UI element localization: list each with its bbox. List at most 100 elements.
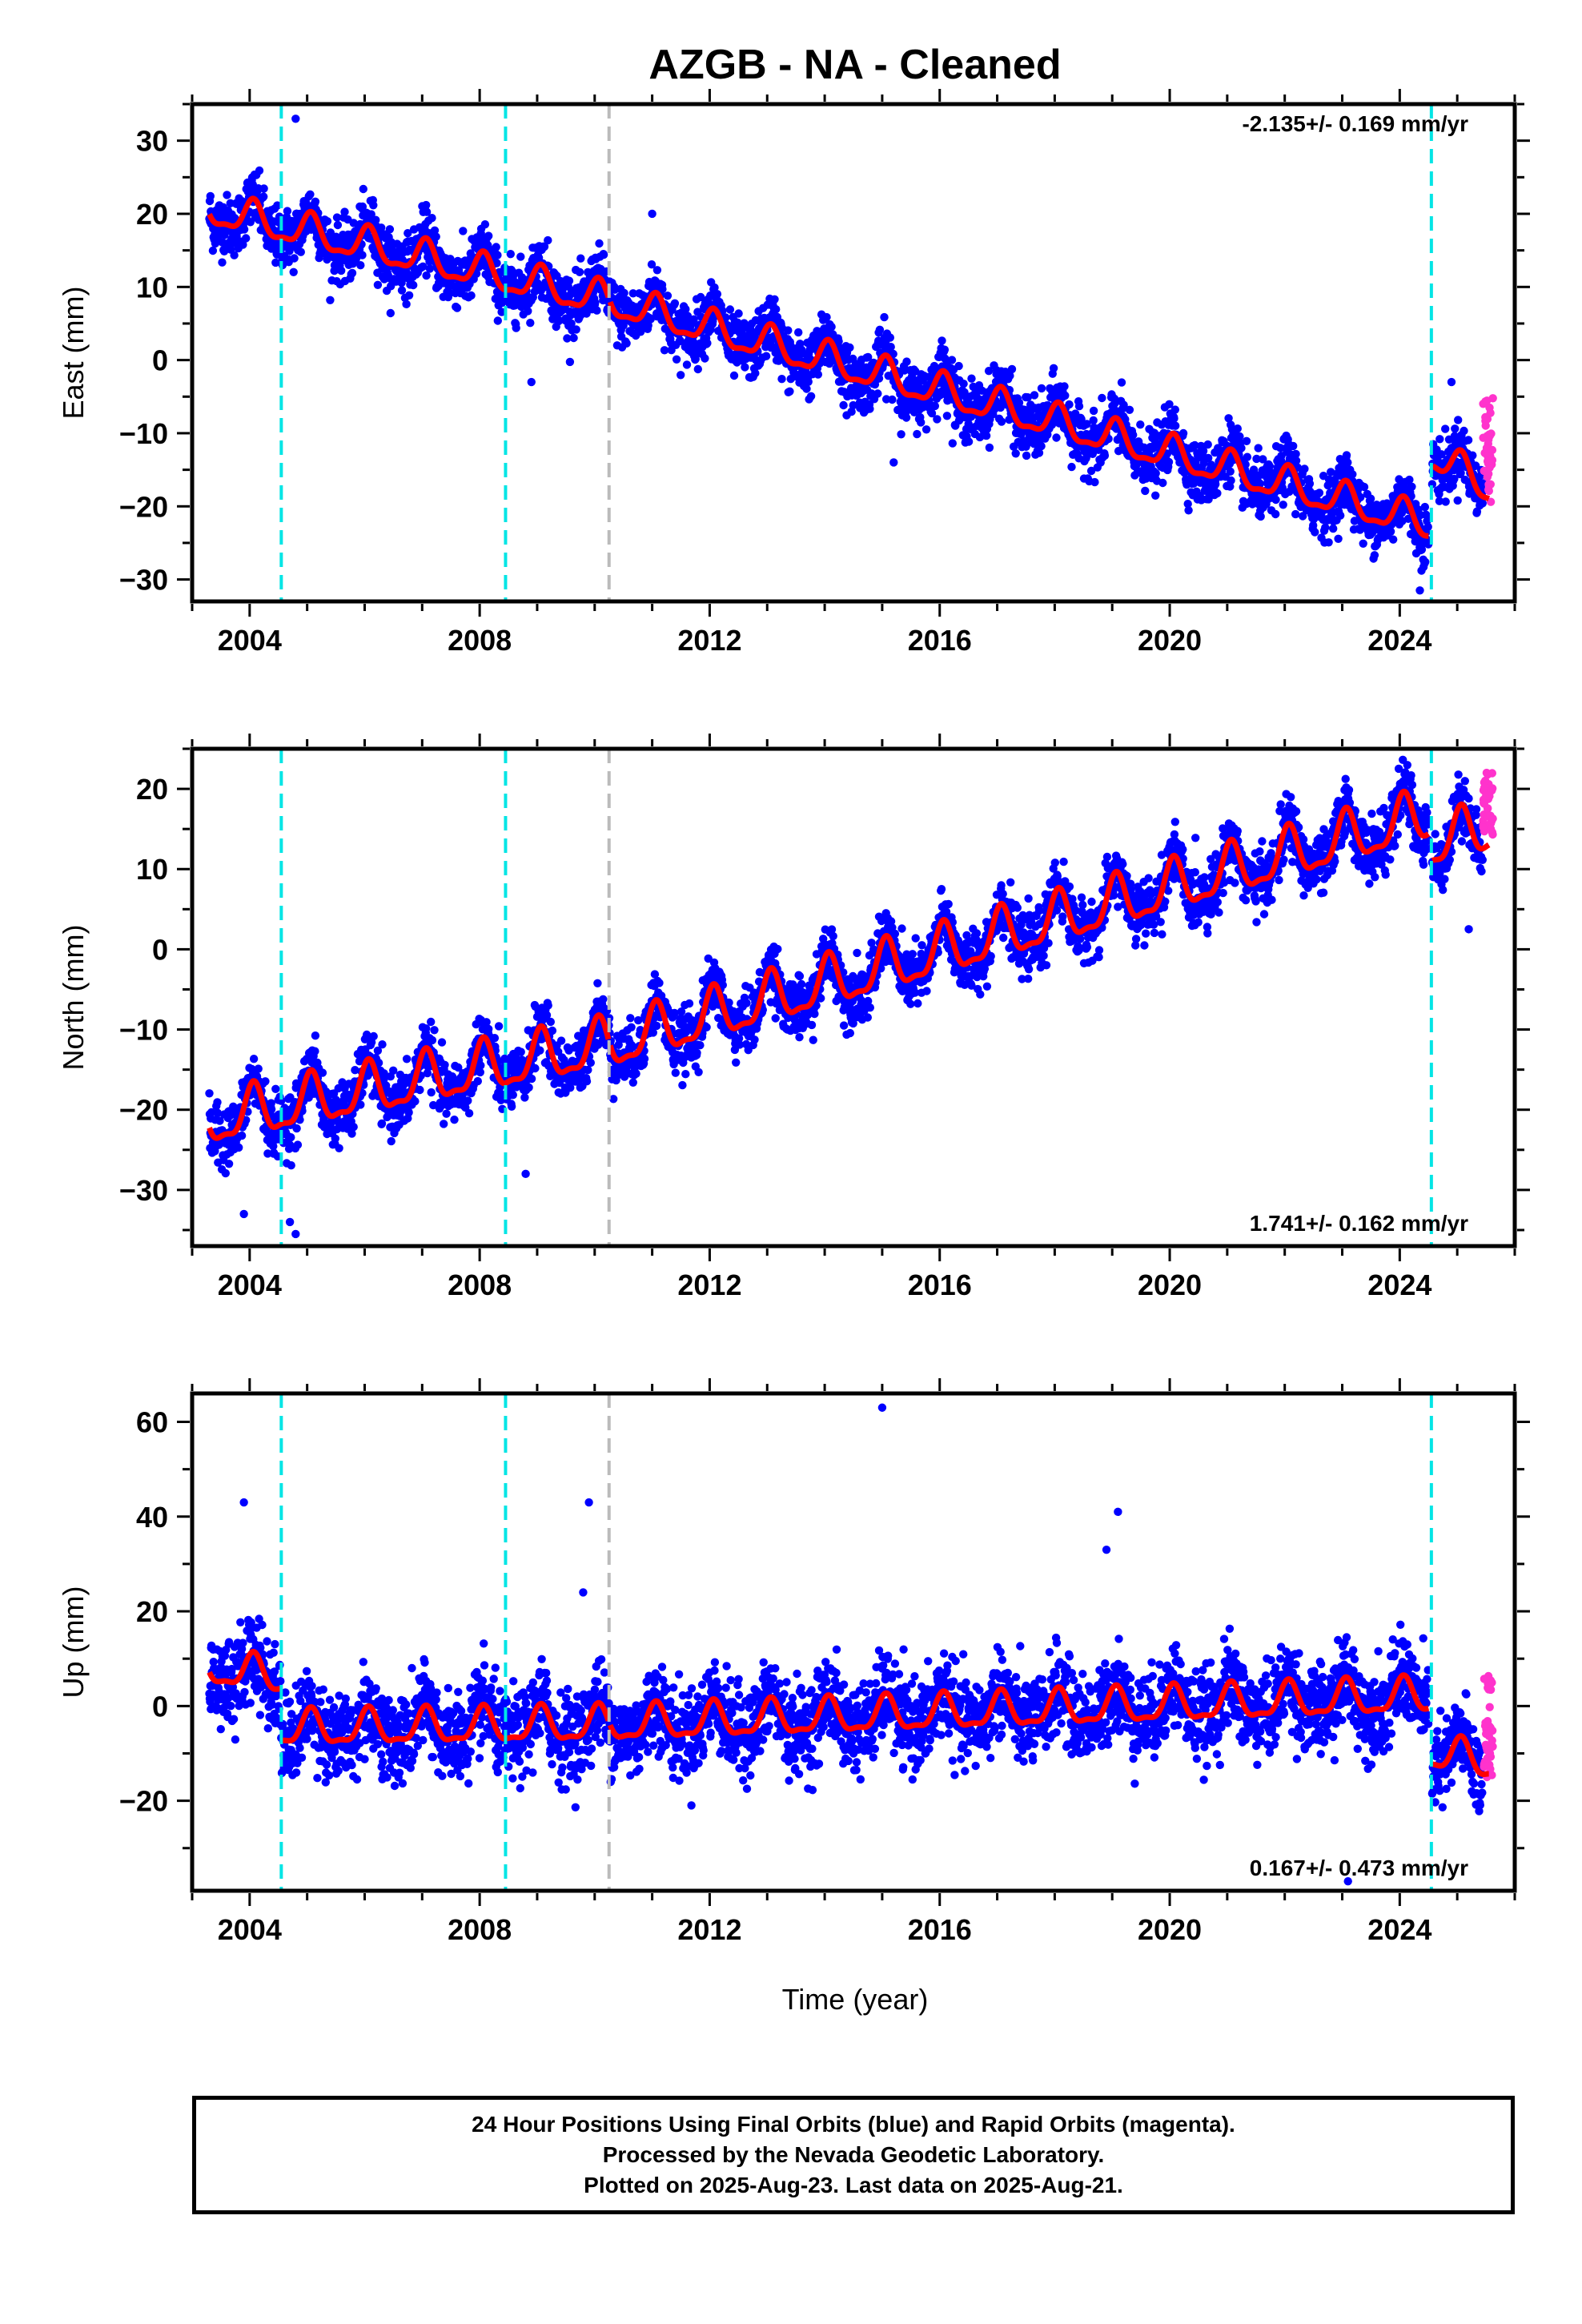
final-orbit-point <box>430 1026 439 1035</box>
final-orbit-point <box>672 355 681 364</box>
final-orbit-point <box>1203 440 1212 449</box>
final-orbit-point <box>822 312 831 322</box>
y-tick-label: 10 <box>136 271 168 304</box>
final-orbit-point <box>1037 384 1046 393</box>
outlier-point <box>889 458 898 467</box>
final-orbit-point <box>784 326 793 335</box>
final-orbit-point <box>208 246 218 255</box>
final-orbit-point <box>940 345 950 354</box>
final-orbit-point <box>1082 420 1091 428</box>
final-orbit-point <box>239 225 249 234</box>
final-orbit-point <box>948 439 958 448</box>
final-orbit-point <box>494 1022 504 1031</box>
final-orbit-point <box>224 1160 234 1168</box>
final-orbit-point <box>358 202 367 211</box>
final-orbit-point <box>480 220 490 229</box>
final-orbit-point <box>626 1014 635 1023</box>
final-orbit-point <box>311 197 320 206</box>
final-orbit-point <box>880 312 889 322</box>
final-orbit-point <box>1300 464 1309 473</box>
final-orbit-point <box>442 1109 451 1118</box>
figure-title: AZGB - NA - Cleaned <box>648 42 1061 88</box>
final-orbit-point <box>249 1055 259 1063</box>
final-orbit-point <box>1441 424 1450 433</box>
final-orbit-point <box>620 288 628 298</box>
final-orbit-point <box>1011 449 1020 458</box>
final-orbit-point <box>628 1078 637 1088</box>
final-orbit-point <box>1441 497 1450 506</box>
final-orbit-point <box>663 292 673 300</box>
final-orbit-point <box>1184 506 1193 515</box>
final-orbit-point <box>710 283 719 292</box>
final-orbit-point <box>554 316 564 324</box>
final-orbit-point <box>526 319 535 328</box>
final-orbit-point <box>277 1096 286 1105</box>
final-orbit-point <box>1060 382 1069 391</box>
final-orbit-point <box>1049 364 1058 372</box>
final-orbit-point <box>593 979 602 988</box>
final-orbit-point <box>1171 421 1180 430</box>
final-orbit-point <box>599 250 608 259</box>
final-orbit-point <box>565 357 575 367</box>
final-orbit-point <box>206 191 215 201</box>
final-orbit-point <box>422 1024 431 1033</box>
final-orbit-point <box>464 1109 474 1118</box>
final-orbit-point <box>721 313 730 322</box>
final-orbit-point <box>1227 476 1235 485</box>
final-orbit-point <box>1204 453 1213 463</box>
final-orbit-point <box>221 1168 230 1178</box>
final-orbit-point <box>886 343 895 352</box>
final-orbit-point <box>428 214 436 223</box>
final-orbit-point <box>1299 512 1307 521</box>
final-orbit-point <box>402 300 411 308</box>
final-orbit-point <box>335 1144 343 1153</box>
y-tick-label: 30 <box>136 125 168 158</box>
final-orbit-point <box>628 289 637 298</box>
final-orbit-point <box>1359 482 1369 492</box>
east-rate-label: -2.135+/- 0.169 mm/yr <box>1242 111 1468 136</box>
final-orbit-point <box>772 305 781 314</box>
final-orbit-point <box>473 1076 482 1086</box>
final-orbit-point <box>1451 424 1460 433</box>
final-orbit-point <box>490 1034 500 1043</box>
final-orbit-point <box>584 1065 592 1075</box>
final-orbit-point <box>777 375 786 384</box>
final-orbit-point <box>652 266 662 275</box>
final-orbit-point <box>897 430 905 439</box>
final-orbit-point <box>1309 521 1318 530</box>
final-orbit-point <box>404 229 412 238</box>
final-orbit-point <box>285 247 294 255</box>
final-orbit-point <box>1289 441 1298 451</box>
final-orbit-point <box>1129 430 1138 440</box>
final-orbit-point <box>546 1017 555 1027</box>
final-orbit-point <box>1090 477 1099 487</box>
final-orbit-point <box>1242 436 1251 445</box>
final-orbit-point <box>213 1108 223 1118</box>
final-orbit-point <box>422 207 432 216</box>
final-orbit-point <box>378 1040 387 1049</box>
final-orbit-point <box>215 1116 224 1125</box>
y-tick-label: −30 <box>119 564 168 597</box>
east-model-curve <box>207 195 612 308</box>
final-orbit-point <box>476 1061 485 1070</box>
final-orbit-point <box>632 1069 640 1078</box>
outlier-point <box>1415 586 1424 595</box>
final-orbit-point <box>296 247 305 256</box>
final-orbit-point <box>369 201 378 210</box>
final-orbit-point <box>387 1136 396 1146</box>
final-orbit-point <box>459 227 468 235</box>
final-orbit-point <box>839 400 848 410</box>
final-orbit-point <box>729 371 739 380</box>
final-orbit-point <box>1183 500 1192 509</box>
outlier-point <box>527 377 536 387</box>
final-orbit-point <box>1265 462 1275 471</box>
y-tick-label: −10 <box>119 417 168 450</box>
final-orbit-point <box>524 307 532 316</box>
final-orbit-point <box>1023 393 1033 402</box>
rapid-orbit-point <box>1481 416 1490 425</box>
final-orbit-point <box>492 259 501 267</box>
final-orbit-point <box>770 295 779 304</box>
final-orbit-point <box>261 1077 270 1086</box>
final-orbit-point <box>1151 468 1160 478</box>
